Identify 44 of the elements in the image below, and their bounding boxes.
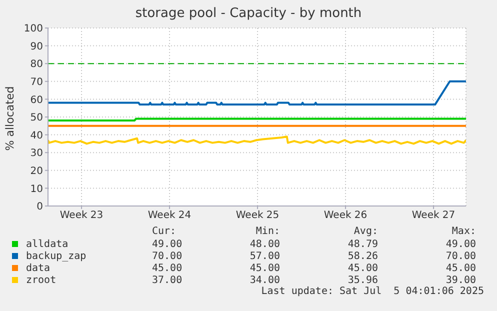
- text: 45.00: [346, 262, 378, 274]
- text: 49.00: [152, 238, 182, 250]
- text: Min:: [254, 226, 280, 238]
- text: 35.96: [346, 274, 378, 286]
- y-tick-label: 50: [30, 112, 43, 124]
- text: 45.00: [444, 262, 476, 274]
- text: Cur:: [152, 226, 178, 238]
- text: 48.79: [346, 238, 378, 250]
- y-tick-label: 80: [30, 59, 43, 70]
- y-tick-label: 60: [30, 94, 43, 106]
- x-tick-label: Week 24: [148, 210, 192, 222]
- legend-label: data: [26, 262, 50, 274]
- legend-label: backup_zap: [26, 250, 86, 262]
- y-axis-title: % allocated: [4, 86, 17, 150]
- y-tick-label: 20: [30, 166, 43, 177]
- text: 70.00: [444, 250, 476, 262]
- text: 45.00: [248, 262, 280, 274]
- text: 70.00: [152, 250, 182, 262]
- y-tick-label: 90: [30, 41, 43, 52]
- text: 39.00: [444, 274, 476, 286]
- text: 34.00: [248, 274, 280, 286]
- x-tick-label: Week 25: [236, 210, 280, 222]
- text: 37.00: [152, 274, 182, 286]
- x-tick-label: Week 27: [412, 210, 456, 222]
- y-tick-label: 40: [30, 130, 43, 142]
- legend-label: zroot: [26, 274, 56, 286]
- x-tick-label: Week 26: [324, 210, 368, 222]
- text: 57.00: [248, 250, 280, 262]
- line-series: [48, 136, 466, 145]
- text: 48.00: [248, 238, 280, 250]
- y-tick-label: 70: [30, 76, 43, 88]
- y-tick-label: 100: [24, 24, 43, 35]
- legend-label: alldata: [26, 238, 68, 250]
- text: 58.26: [346, 250, 378, 262]
- text: 45.00: [152, 262, 182, 274]
- y-tick-label: 0: [36, 202, 43, 213]
- y-tick-label: 30: [30, 148, 43, 160]
- x-tick-label: Week 23: [60, 210, 104, 222]
- text: 49.00: [444, 238, 476, 250]
- text: Last update: Sat Jul 5 04:01:06 2025: [260, 286, 484, 298]
- chart-title: storage pool - Capacity - by month: [134, 6, 363, 21]
- text: Avg:: [352, 226, 378, 238]
- text: Max:: [450, 226, 476, 238]
- y-tick-label: 10: [30, 184, 43, 195]
